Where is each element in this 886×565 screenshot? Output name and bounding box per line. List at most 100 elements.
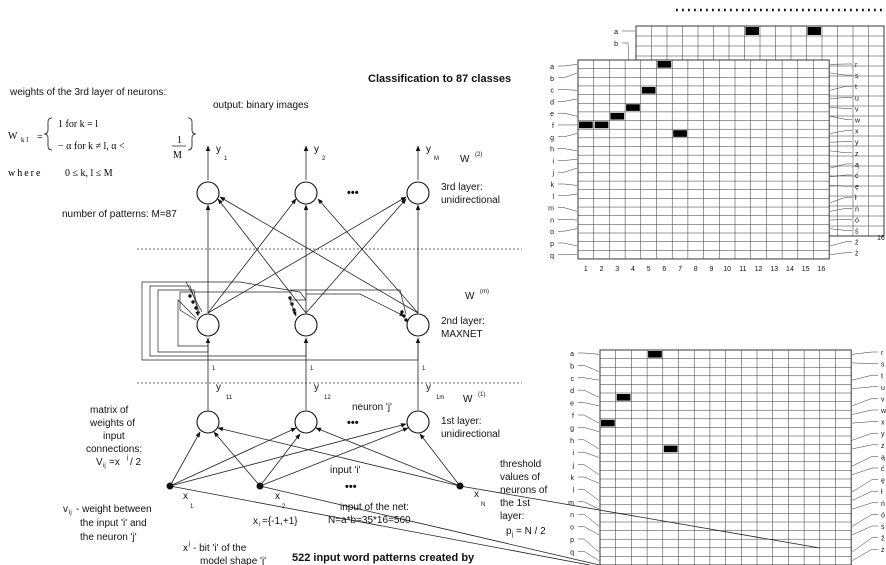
top-grid-filled-cell <box>657 61 672 68</box>
formula-lhs-sub: k l <box>21 136 28 144</box>
top-grid-left-letter: a <box>550 64 554 71</box>
bottom-grid-left-letter: i <box>572 450 574 457</box>
top-grid-left-letter: g <box>550 135 554 142</box>
threshold-p-sub: j <box>511 532 513 538</box>
top-grid-left-letter: f <box>552 123 554 130</box>
layer3-line2: unidirectional <box>441 195 500 206</box>
back-grid-left-letter: a <box>614 29 618 36</box>
label-xN: x <box>474 489 479 500</box>
bottom-grid-filled-cell <box>663 445 678 453</box>
top-grid-right-letter: ż <box>855 251 859 258</box>
matrix-note: matrix of weights of input connections: … <box>86 405 142 469</box>
top-grid-col-number: 11 <box>739 266 746 273</box>
bottom-grid-right-letter: ę <box>881 478 885 485</box>
top-grid-col-number: 12 <box>755 266 763 273</box>
bottom-letter-grid: abcdefghijklmnopqrstuvwxyząćęłńóśźż12345… <box>568 349 886 565</box>
bottom-grid-left-letter: a <box>570 351 574 358</box>
bottom-grid-left-letter: l <box>572 487 574 494</box>
top-grid-filled-cell <box>610 112 625 120</box>
label-y11: y <box>216 382 221 393</box>
bottom-grid-left-letter: q <box>570 549 574 556</box>
bottom-grid-right-letter: t <box>881 373 883 380</box>
neuron-l1-1 <box>196 410 220 434</box>
bottom-grid-left-letter: g <box>570 425 574 432</box>
one-label-2: 1 <box>310 366 314 372</box>
formula-equals: = <box>37 132 43 143</box>
top-grid-right-letter: ć <box>855 173 859 180</box>
top-grid-col-number: 15 <box>802 266 810 273</box>
ellipsis-l1: ••• <box>347 417 359 429</box>
layer2-line2: MAXNET <box>441 329 483 340</box>
bottom-grid-filled-cell <box>616 394 631 401</box>
top-grid-col-number: 5 <box>647 266 651 273</box>
neuron-l2-M <box>406 313 430 337</box>
formula-range: 0 ≤ k, l ≤ M <box>65 168 113 179</box>
bottom-grid-right-letter: ć <box>881 466 885 473</box>
matrix-line5-sub: ij <box>103 463 106 469</box>
bottom-grid-right-letter: u <box>881 385 885 392</box>
label-xN-sub: N <box>481 502 485 508</box>
bottom-grid-right-letter: ó <box>881 512 885 519</box>
top-grid-left-letter: q <box>550 253 554 260</box>
bit-sup: j <box>188 541 190 547</box>
bottom-grid-right-letter: ł <box>881 489 883 496</box>
classification-title: Classification to 87 classes <box>368 73 511 85</box>
layer3-neurons <box>196 181 430 205</box>
neuron-l2-1 <box>196 313 220 337</box>
top-grid-right-letter: ś <box>855 229 859 236</box>
neuron-l2-2 <box>294 313 318 337</box>
bottom-grid-right-letter: v <box>881 396 885 403</box>
vij-line3: the neuron 'j' <box>80 532 137 543</box>
top-grid-left-letter: m <box>548 206 554 213</box>
bottom-grid-right-letter: ź <box>881 536 885 543</box>
matrix-line5-x: =x <box>109 457 120 468</box>
matrix-line3: input <box>103 431 125 442</box>
label-y1: y <box>216 144 221 155</box>
neuron-l3-2 <box>294 181 318 205</box>
bit-line2: model shape 'j' <box>200 556 266 565</box>
formula-line1: 1 for k = l <box>58 119 98 130</box>
formula-brace <box>43 117 53 151</box>
bottom-grid-right-letter: s <box>881 362 885 369</box>
label-w2-sup: (2) <box>475 152 482 158</box>
top-grid-right-letter: ó <box>855 217 859 224</box>
one-label-3: 1 <box>422 366 426 372</box>
top-grid-col-number: 7 <box>678 266 682 273</box>
top-grid-right-letter: s <box>855 73 859 80</box>
back-grid-left-letter: b <box>614 41 618 48</box>
xi-sub: i <box>259 522 260 528</box>
bottom-grid-left-letter: d <box>570 388 574 395</box>
top-grid-col-number: 3 <box>615 266 619 273</box>
label-yM: y <box>426 144 431 155</box>
neuron-l1-2 <box>294 410 318 434</box>
bottom-grid-left-letter: m <box>568 500 574 507</box>
weights-title: weights of the 3rd layer of neurons: <box>9 87 166 98</box>
top-grid-col-number: 8 <box>694 266 698 273</box>
top-grid-left-letter: i <box>552 158 554 165</box>
bottom-grid-left-letter: e <box>570 401 574 408</box>
vij-note: v ij - weight between the input 'i' and … <box>63 504 152 543</box>
top-grid-col-number: 9 <box>709 266 713 273</box>
label-wm: W <box>465 291 475 302</box>
label-w1-sup: (1) <box>478 392 485 398</box>
label-y2-sub: 2 <box>322 156 326 162</box>
top-grid-filled-cell <box>626 104 640 111</box>
matrix-line4: connections: <box>86 444 142 455</box>
bottom-grid-right-letter: w <box>880 408 886 415</box>
top-grid-col-number: 16 <box>817 266 825 273</box>
bottom-grid-right-letter: ń <box>881 501 885 508</box>
weight-formula: W k l = 1 for k = l − α for k ≠ l, α < 1… <box>8 117 197 179</box>
threshold-line1: threshold <box>500 459 541 470</box>
top-grid-right-letter: v <box>855 106 859 113</box>
threshold-line5: layer: <box>500 511 524 522</box>
input-node-N <box>456 482 464 490</box>
top-grid-right-letter: ź <box>855 240 859 247</box>
bit-line1: - bit 'i' of the <box>193 543 247 554</box>
label-y2: y <box>314 144 319 155</box>
top-grid-left-letter: k <box>551 182 555 189</box>
top-grid-right-letter: z <box>855 151 859 158</box>
matrix-line5-div: / 2 <box>130 457 142 468</box>
top-grid-right-letter: ą <box>855 162 859 169</box>
bottom-grid-left-letter: c <box>571 376 575 383</box>
layer1-neurons <box>196 410 430 434</box>
